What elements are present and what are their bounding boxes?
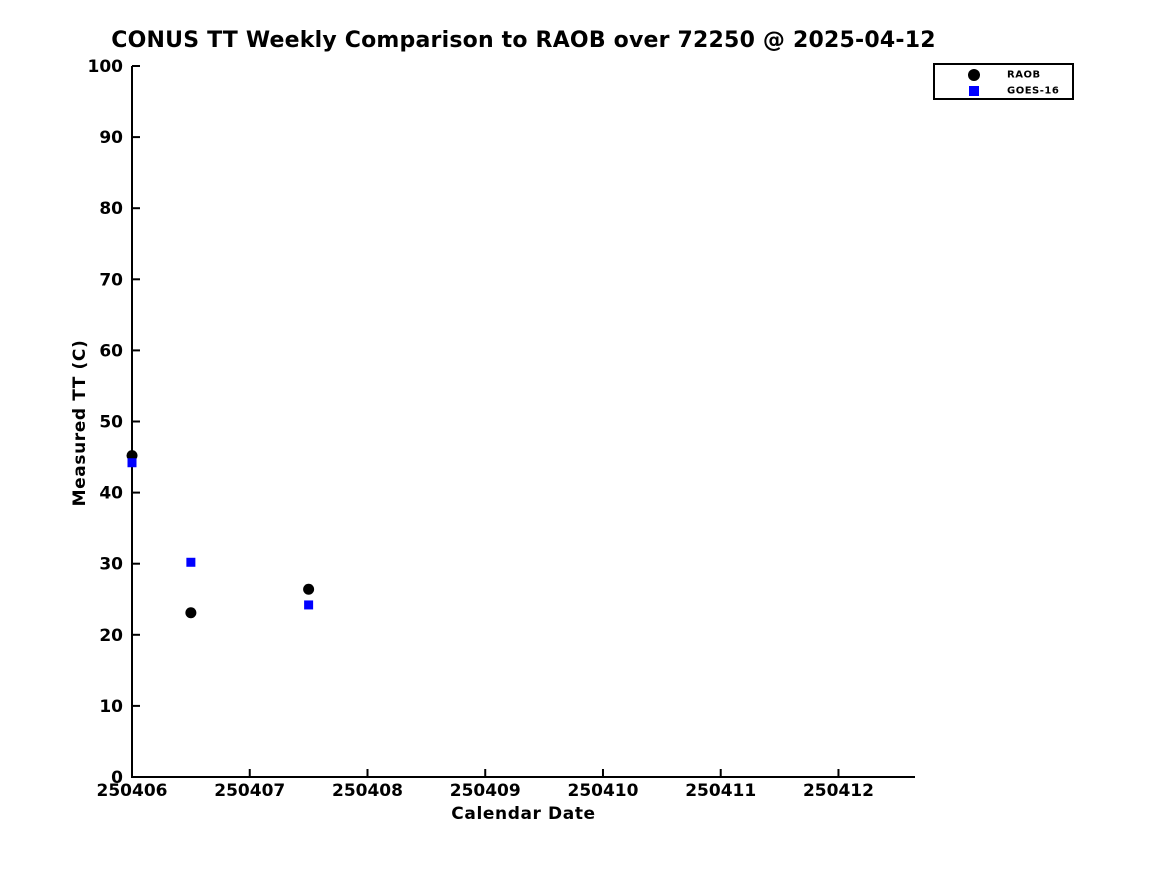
y-tick-label: 80 [99,199,123,219]
y-tick-label: 20 [99,626,123,646]
goes-16-square-marker-icon [969,86,979,96]
y-tick-label: 90 [99,128,123,148]
legend-item-goes-16: GOES-16 [935,83,1072,99]
raob-circle-marker-icon [968,69,980,81]
legend-item-raob: RAOB [935,67,1072,83]
legend: RAOB GOES-16 [933,63,1074,100]
y-tick-label: 40 [99,484,123,504]
x-tick-label: 250412 [803,781,874,801]
x-tick-label: 250407 [214,781,285,801]
y-tick-label: 100 [88,57,124,77]
y-tick-label: 30 [99,555,123,575]
data-point-goes-16 [304,600,314,610]
x-tick-label: 250410 [567,781,638,801]
y-tick-label: 0 [111,768,123,788]
x-tick-label: 250406 [97,781,168,801]
chart-title: CONUS TT Weekly Comparison to RAOB over … [111,28,936,53]
legend-label-goes-16: GOES-16 [1007,85,1060,97]
x-tick-label: 250408 [332,781,403,801]
y-tick-label: 50 [99,413,123,433]
data-point-raob [303,583,315,595]
x-tick-label: 250411 [685,781,756,801]
legend-label-raob: RAOB [1007,69,1041,81]
y-tick-label: 70 [99,270,123,290]
y-tick-label: 60 [99,341,123,361]
data-point-goes-16 [186,557,196,567]
x-axis-label: Calendar Date [451,804,596,824]
data-point-goes-16 [127,458,137,468]
axis-spines [131,66,915,778]
x-tick-label: 250409 [450,781,521,801]
y-tick-label: 10 [99,697,123,717]
y-axis-label: Measured TT (C) [70,339,90,507]
data-point-raob [185,607,197,619]
